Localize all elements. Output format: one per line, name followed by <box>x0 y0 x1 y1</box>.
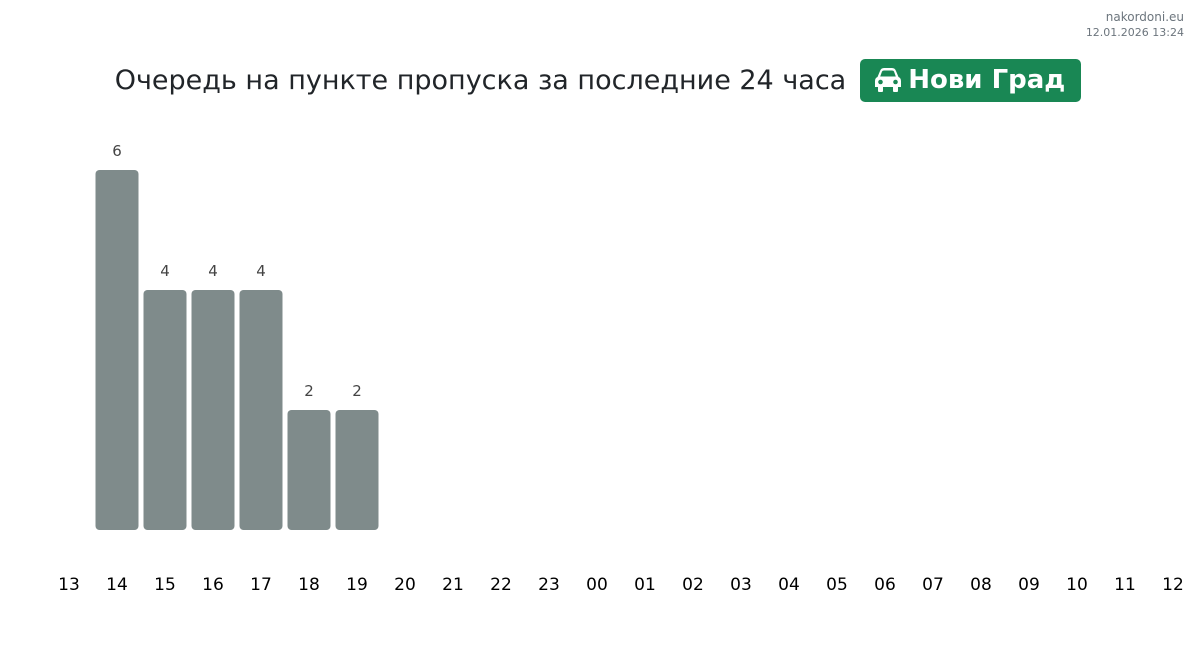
x-tick-label: 02 <box>682 575 704 595</box>
x-tick-label: 01 <box>634 575 656 595</box>
x-tick-label: 17 <box>250 575 272 595</box>
x-tick-label: 16 <box>202 575 224 595</box>
x-tick-label: 05 <box>826 575 848 595</box>
checkpoint-name: Нови Град <box>908 65 1066 95</box>
x-tick-label: 22 <box>490 575 512 595</box>
x-tick-label: 11 <box>1114 575 1136 595</box>
x-tick-label: 20 <box>394 575 416 595</box>
bar-18[interactable] <box>287 410 331 530</box>
x-tick-label: 06 <box>874 575 896 595</box>
x-tick-label: 03 <box>730 575 752 595</box>
x-tick-label: 09 <box>1018 575 1040 595</box>
chart-header: Очередь на пункте пропуска за последние … <box>0 58 1200 102</box>
bar-19[interactable] <box>335 410 379 530</box>
bar-value-label: 4 <box>208 262 218 280</box>
x-tick-label: 07 <box>922 575 944 595</box>
bar-15[interactable] <box>143 290 187 530</box>
bar-16[interactable] <box>191 290 235 530</box>
checkpoint-badge: Нови Град <box>860 58 1082 102</box>
car-icon <box>875 68 902 92</box>
x-tick-label: 04 <box>778 575 800 595</box>
site-name: nakordoni.eu <box>1105 10 1184 24</box>
bar-value-label: 2 <box>304 382 314 400</box>
bar-value-label: 6 <box>112 142 122 160</box>
x-tick-label: 19 <box>346 575 368 595</box>
x-tick-label: 14 <box>106 575 128 595</box>
x-tick-label: 08 <box>970 575 992 595</box>
x-tick-label: 18 <box>298 575 320 595</box>
site-info: nakordoni.eu 12.01.2026 13:24 <box>1086 9 1184 41</box>
site-timestamp: 12.01.2026 13:24 <box>1085 26 1184 39</box>
bar-17[interactable] <box>239 290 283 530</box>
bar-value-label: 4 <box>160 262 170 280</box>
x-tick-label: 13 <box>58 575 80 595</box>
x-tick-label: 15 <box>154 575 176 595</box>
bar-14[interactable] <box>95 170 139 530</box>
bar-value-label: 2 <box>352 382 362 400</box>
x-tick-label: 23 <box>538 575 560 595</box>
chart-title: Очередь на пункте пропуска за последние … <box>114 64 847 96</box>
x-tick-label: 00 <box>586 575 608 595</box>
x-tick-label: 10 <box>1066 575 1088 595</box>
bar-value-label: 4 <box>256 262 266 280</box>
x-tick-label: 12 <box>1162 575 1184 595</box>
x-tick-label: 21 <box>442 575 464 595</box>
